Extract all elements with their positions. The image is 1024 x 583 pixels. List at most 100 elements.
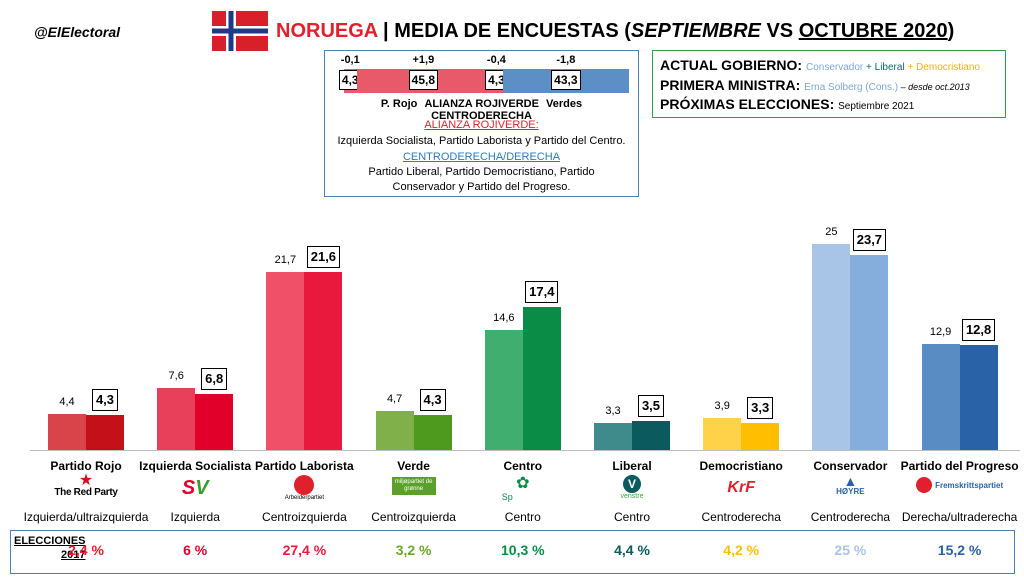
logo-text: The Red Party (54, 487, 118, 498)
bar-sep (703, 417, 742, 450)
bar-oct (959, 344, 998, 450)
title-month1: SEPTIEMBRE (630, 20, 761, 42)
data-label-sep: 3,9 (714, 399, 730, 412)
centro-title: CENTRODERECHA/DERECHA (402, 151, 561, 163)
election-value: 25 % (834, 542, 867, 558)
gov-dem: Democristiano (916, 62, 980, 73)
plus: + (863, 62, 875, 73)
category-label: Conservador (813, 459, 888, 473)
ideology-label: Izquierda (170, 510, 220, 524)
centro-desc-2: Conservador y Partido del Progreso. (392, 181, 571, 193)
plus: + (904, 62, 917, 73)
green-party-logo-icon: miljøpartiet de grønne (359, 475, 469, 505)
bloc-value: 4,3 (485, 70, 508, 90)
bar-sep (812, 244, 851, 450)
sv-logo-icon: SV (140, 475, 250, 505)
gov-row: ACTUAL GOBIERNO: Conservador + Liberal +… (660, 57, 980, 73)
logo-part: ★ (78, 472, 94, 489)
data-label-oct: 23,7 (852, 229, 887, 252)
bar-sep (48, 413, 86, 450)
logo-part (294, 475, 315, 495)
centre-party-logo-icon: ✿ Sp (468, 475, 578, 505)
logo-part: ✿ (516, 475, 530, 492)
logo-text: HØYRE (836, 487, 865, 496)
bloc-delta: -0,1 (340, 54, 360, 66)
bloc-delta: -1,8 (556, 54, 576, 66)
bar-sep (157, 387, 196, 450)
data-label-oct: 12,8 (961, 318, 996, 341)
election-value: 15,2 % (937, 542, 982, 558)
government-info-box (652, 50, 1006, 118)
ideology-label: Centroderecha (810, 510, 891, 524)
bloc-delta: -0,4 (486, 54, 506, 66)
logo-text: Arbeiderpartiet (284, 495, 325, 501)
elec-label: PRÓXIMAS ELECCIONES: (660, 96, 835, 112)
bloc-label: ALIANZA ROJIVERDE (424, 98, 539, 110)
gov-label: ACTUAL GOBIERNO: (660, 57, 803, 73)
norway-flag-icon (212, 11, 268, 51)
bar-oct (522, 306, 561, 450)
bar-sep (921, 343, 960, 450)
election-value: 10,3 % (501, 542, 545, 558)
election-value: 2,4 % (68, 542, 104, 558)
election-value: 4,4 % (614, 542, 650, 558)
category-label: Izquierda Socialista (139, 459, 252, 473)
category-label: Centro (503, 459, 543, 473)
title-country: NORUEGA (276, 20, 378, 42)
bar-oct (741, 422, 780, 450)
red-party-logo-icon: ★ The Red Party (31, 472, 141, 505)
elec-date: Septiembre 2021 (838, 101, 915, 112)
pm-label: PRIMERA MINISTRA: (660, 77, 801, 93)
bloc-label: P. Rojo (380, 98, 418, 110)
krf-logo-icon: KrF (686, 475, 796, 505)
data-label-oct: 3,3 (747, 396, 774, 419)
data-label-oct: 4,3 (91, 388, 119, 411)
title-close: ) (947, 20, 955, 42)
page-title: NORUEGA | MEDIA DE ENCUESTAS (SEPTIEMBRE… (276, 20, 954, 43)
logo-text: KrF (727, 479, 755, 496)
bar-sep (484, 329, 523, 450)
logo-text: Sp (501, 492, 513, 502)
ideology-label: Centro (613, 510, 651, 524)
bar-oct (413, 414, 452, 450)
logo-text: venstre (620, 493, 644, 500)
logo-part: ▲ (843, 473, 858, 489)
ideology-label: Centroderecha (701, 510, 781, 524)
data-label-sep: 4,7 (386, 393, 403, 406)
logo-part: S (181, 477, 196, 499)
election-value: 3,2 % (395, 542, 432, 558)
elections-label-line2: 2017 (61, 549, 86, 561)
logo-part: V (623, 475, 641, 493)
data-label-sep: 4,4 (59, 395, 75, 408)
ideology-label: Derecha/ultraderecha (901, 510, 1018, 524)
ideology-label: Centro (504, 510, 541, 524)
category-label: Liberal (612, 459, 652, 473)
elections-row: PRÓXIMAS ELECCIONES: Septiembre 2021 (660, 96, 914, 112)
elections-label: ELECCIONES 2017 (14, 534, 86, 562)
election-value: 27,4 % (282, 542, 327, 558)
title-vs: VS (760, 20, 799, 42)
alianza-desc: Izquierda Socialista, Partido Laborista … (337, 135, 626, 147)
bloc-panel (324, 50, 639, 197)
data-label-oct: 17,4 (525, 280, 559, 303)
centro-desc-1: Partido Liberal, Partido Democristiano, … (368, 166, 595, 178)
bloc-label: Verdes (546, 98, 583, 110)
twitter-handle: @ElElectoral (34, 24, 121, 40)
data-label-oct: 4,3 (419, 388, 446, 411)
bloc-label: CENTRODERECHA (431, 110, 532, 122)
title-sep: | MEDIA DE ENCUESTAS ( (377, 20, 631, 42)
alianza-title: ALIANZA ROJIVERDE: (424, 119, 539, 131)
category-label: Democristiano (699, 459, 783, 473)
ideology-label: Centroizquierda (262, 510, 347, 524)
labour-rose-logo-icon: Arbeiderpartiet (249, 475, 359, 505)
logo-part: Fremskrittspartiet (905, 477, 1015, 493)
data-label-sep: 21,7 (274, 253, 297, 266)
ideology-label: Centroizquierda (371, 510, 456, 524)
bloc-value: 4,3 (338, 70, 362, 90)
pm-since: – desde oct.2013 (898, 82, 970, 92)
bar-oct (632, 421, 670, 450)
elections-label-line1: ELECCIONES (14, 535, 86, 547)
data-label-sep: 12,9 (929, 325, 952, 338)
election-value: 4,2 % (723, 542, 760, 558)
